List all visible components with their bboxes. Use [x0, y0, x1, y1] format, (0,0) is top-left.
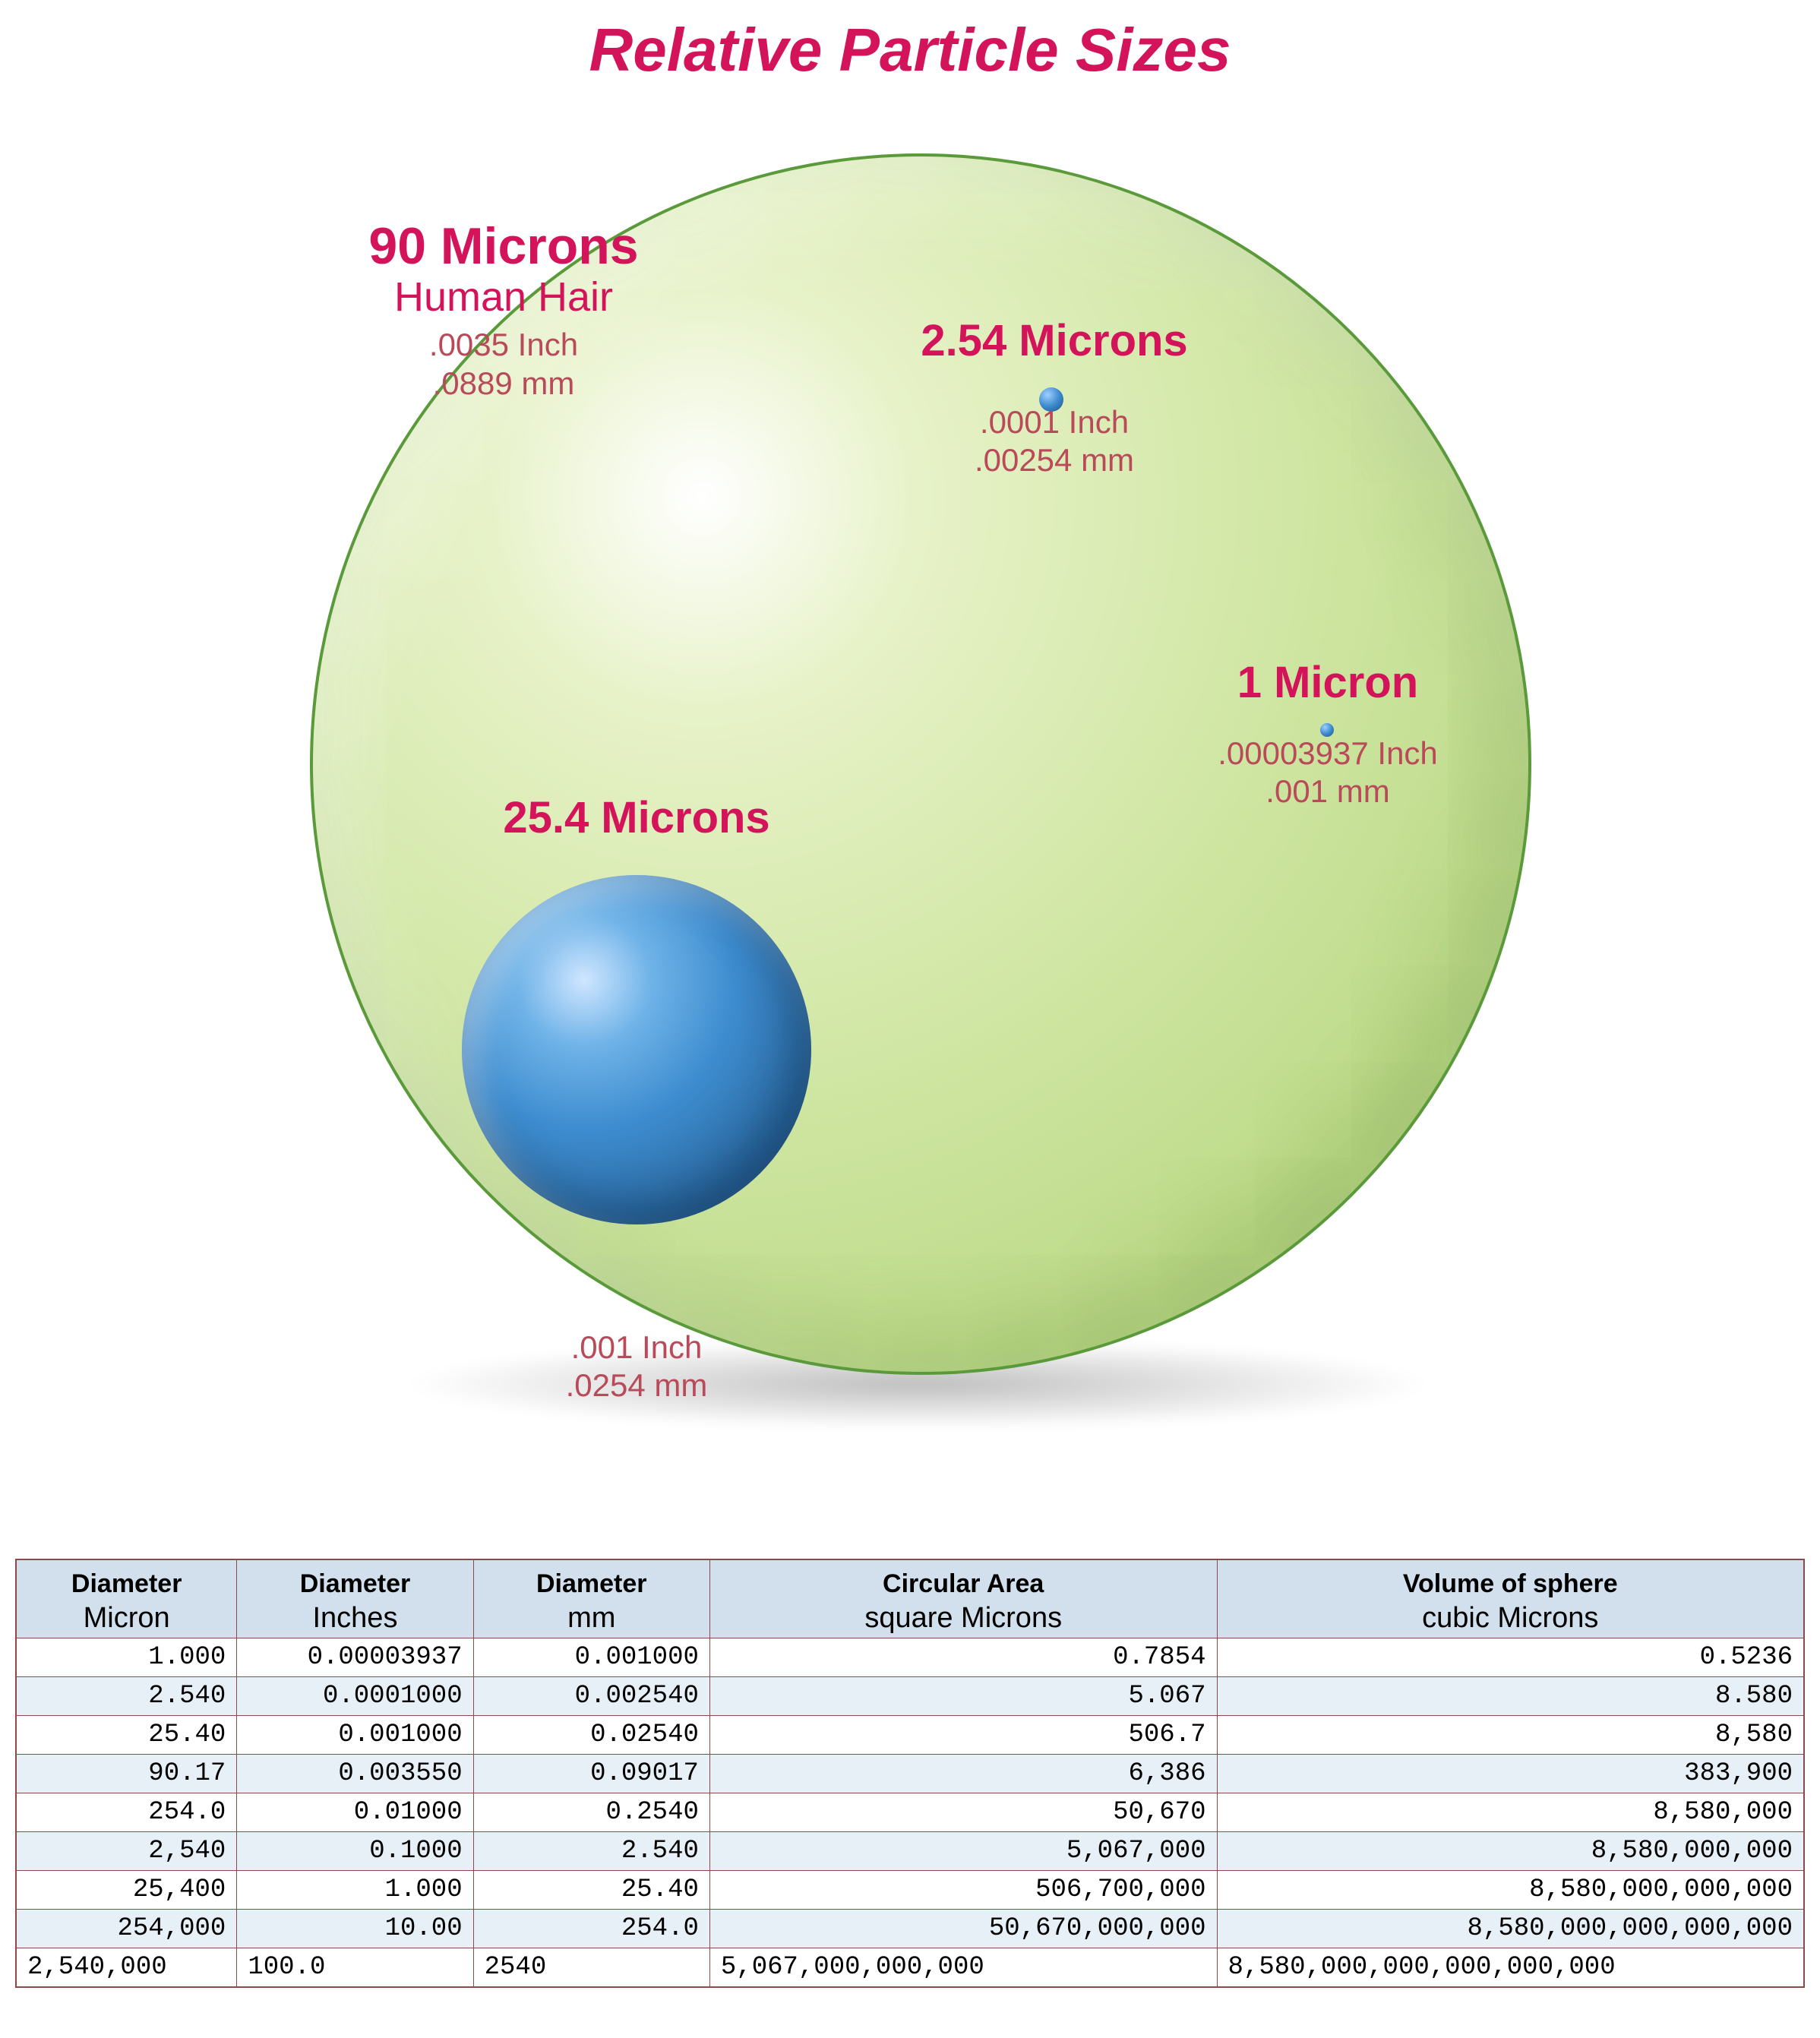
cell: 2540	[473, 1948, 709, 1988]
cell: 25,400	[16, 1871, 237, 1910]
particle-size-table: DiameterMicronDiameterInchesDiametermmCi…	[15, 1559, 1805, 1988]
table-row: 25,4001.00025.40506,700,0008,580,000,000…	[16, 1871, 1804, 1910]
cell: 0.5236	[1217, 1638, 1804, 1677]
p90-subtitle: Human Hair	[268, 275, 739, 320]
cell: 8,580,000,000	[1217, 1832, 1804, 1871]
table-row: 2,540,000100.025405,067,000,000,0008,580…	[16, 1948, 1804, 1988]
cell: 8,580,000	[1217, 1793, 1804, 1832]
cell: 5.067	[709, 1677, 1217, 1716]
cell: 254,000	[16, 1910, 237, 1948]
cell: 5,067,000	[709, 1832, 1217, 1871]
table-row: 254.00.010000.254050,6708,580,000	[16, 1793, 1804, 1832]
col-header-0-line2: Micron	[23, 1599, 230, 1635]
table-row: 2.5400.00010000.0025405.0678.580	[16, 1677, 1804, 1716]
col-header-1-line2: Inches	[243, 1599, 466, 1635]
cell: 0.09017	[473, 1755, 709, 1793]
col-header-4-line1: Volume of sphere	[1224, 1569, 1797, 1599]
p25-dim-1: .0254 mm	[439, 1367, 834, 1404]
p254-label: 2.54 Microns .0001 Inch.00254 mm	[857, 317, 1252, 480]
particle-diagram: 90 MicronsHuman Hair .0035 Inch.0889 mm 2.…	[226, 108, 1594, 1513]
col-header-1: DiameterInches	[237, 1559, 473, 1638]
p254-dimensions: .0001 Inch.00254 mm	[857, 403, 1252, 480]
cell: 5,067,000,000,000	[709, 1948, 1217, 1988]
p25-label: 25.4 Microns .001 Inch.0254 mm	[439, 794, 834, 1405]
p90-dim-0: .0035 Inch	[268, 326, 739, 364]
table-row: 254,00010.00 254.050,670,000,0008,580,00…	[16, 1910, 1804, 1948]
cell: 1.000	[237, 1871, 473, 1910]
cell: 254.0	[16, 1793, 237, 1832]
col-header-4: Volume of spherecubic Microns	[1217, 1559, 1804, 1638]
cell: 25.40	[473, 1871, 709, 1910]
cell: 2,540	[16, 1832, 237, 1871]
table-row: 90.170.0035500.090176,386383,900	[16, 1755, 1804, 1793]
p1-dim-1: .001 mm	[1138, 773, 1518, 810]
cell: 6,386	[709, 1755, 1217, 1793]
cell: 2.540	[473, 1832, 709, 1871]
p25-title: 25.4 Microns	[439, 794, 834, 842]
cell: 90.17	[16, 1755, 237, 1793]
col-header-4-line2: cubic Microns	[1224, 1599, 1797, 1635]
col-header-3: Circular Areasquare Microns	[709, 1559, 1217, 1638]
col-header-2-line1: Diameter	[480, 1569, 703, 1599]
p90-dim-1: .0889 mm	[268, 365, 739, 403]
p90-label: 90 MicronsHuman Hair .0035 Inch.0889 mm	[268, 218, 739, 403]
p1-dim-0: .00003937 Inch	[1138, 735, 1518, 773]
cell: 0.002540	[473, 1677, 709, 1716]
p90-title: 90 Microns	[268, 218, 739, 275]
p25-dim-0: .001 Inch	[439, 1329, 834, 1367]
cell: 8,580,000,000,000,000	[1217, 1910, 1804, 1948]
p254-dim-0: .0001 Inch	[857, 403, 1252, 441]
cell: 0.7854	[709, 1638, 1217, 1677]
cell: 0.00003937	[237, 1638, 473, 1677]
page-title: Relative Particle Sizes	[15, 15, 1805, 85]
cell: 0.0001000	[237, 1677, 473, 1716]
col-header-2-line2: mm	[480, 1599, 703, 1635]
cell: 8,580,000,000,000	[1217, 1871, 1804, 1910]
cell: 383,900	[1217, 1755, 1804, 1793]
cell: 254.0	[473, 1910, 709, 1948]
col-header-2: Diametermm	[473, 1559, 709, 1638]
p1-title: 1 Micron	[1138, 659, 1518, 707]
col-header-3-line1: Circular Area	[716, 1569, 1211, 1599]
cell: 0.1000	[237, 1832, 473, 1871]
table-row: 2,5400.10002.5405,067,0008,580,000,000	[16, 1832, 1804, 1871]
cell: 0.2540	[473, 1793, 709, 1832]
cell: 0.001000	[473, 1638, 709, 1677]
table-row: 25.400.0010000.02540506.78,580	[16, 1716, 1804, 1755]
cell: 506,700,000	[709, 1871, 1217, 1910]
cell: 0.01000	[237, 1793, 473, 1832]
cell: 0.001000	[237, 1716, 473, 1755]
col-header-0-line1: Diameter	[23, 1569, 230, 1599]
cell: 25.40	[16, 1716, 237, 1755]
cell: 2,540,000	[16, 1948, 237, 1988]
cell: 2.540	[16, 1677, 237, 1716]
cell: 1.000	[16, 1638, 237, 1677]
col-header-0: DiameterMicron	[16, 1559, 237, 1638]
p254-dim-1: .00254 mm	[857, 441, 1252, 479]
cell: 0.02540	[473, 1716, 709, 1755]
cell: 8,580,000,000,000,000,000	[1217, 1948, 1804, 1988]
p1-dimensions: .00003937 Inch.001 mm	[1138, 735, 1518, 811]
cell: 506.7	[709, 1716, 1217, 1755]
p90-dimensions: .0035 Inch.0889 mm	[268, 326, 739, 403]
cell: 10.00	[237, 1910, 473, 1948]
cell: 100.0	[237, 1948, 473, 1988]
cell: 8.580	[1217, 1677, 1804, 1716]
col-header-3-line2: square Microns	[716, 1599, 1211, 1635]
cell: 50,670	[709, 1793, 1217, 1832]
col-header-1-line1: Diameter	[243, 1569, 466, 1599]
cell: 0.003550	[237, 1755, 473, 1793]
p25-dimensions: .001 Inch.0254 mm	[439, 1329, 834, 1405]
cell: 50,670,000,000	[709, 1910, 1217, 1948]
table-row: 1.0000.000039370.0010000.78540.5236	[16, 1638, 1804, 1677]
p254-title: 2.54 Microns	[857, 317, 1252, 365]
p1-label: 1 Micron .00003937 Inch.001 mm	[1138, 659, 1518, 811]
cell: 8,580	[1217, 1716, 1804, 1755]
